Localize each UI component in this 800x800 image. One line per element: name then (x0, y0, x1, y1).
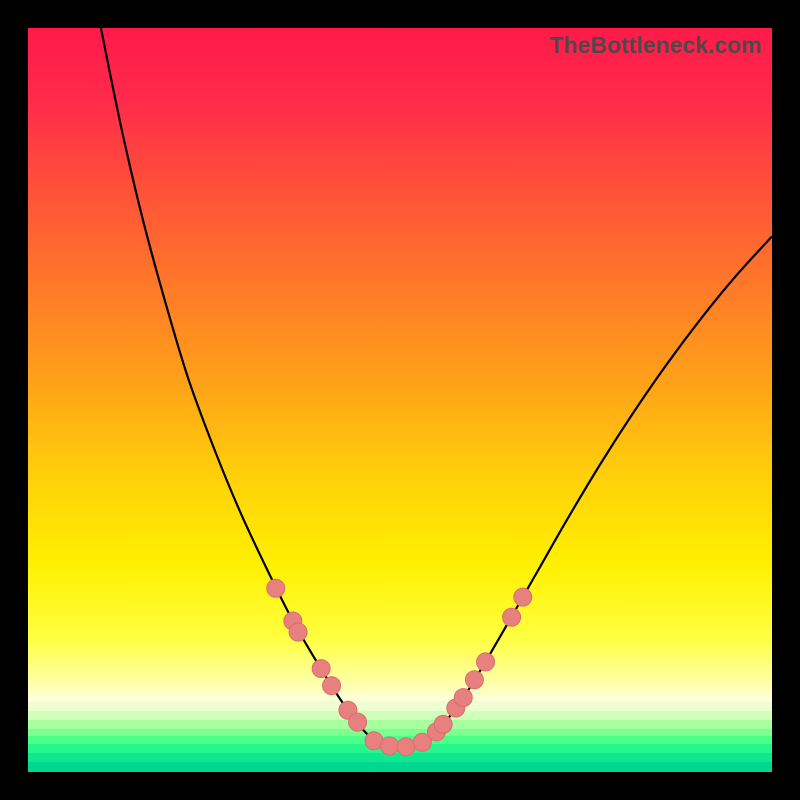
data-marker (312, 660, 330, 678)
curve-layer (28, 28, 772, 772)
data-marker (289, 623, 307, 641)
data-marker (397, 738, 415, 756)
data-marker (514, 588, 532, 606)
data-marker (477, 653, 495, 671)
data-marker (454, 689, 472, 707)
chart-frame: TheBottleneck.com (0, 0, 800, 800)
watermark-text: TheBottleneck.com (550, 32, 762, 59)
plot-area (28, 28, 772, 772)
data-marker (434, 715, 452, 733)
data-marker (465, 671, 483, 689)
data-marker (323, 677, 341, 695)
data-marker (503, 608, 521, 626)
data-marker (267, 579, 285, 597)
bottleneck-curve (101, 28, 772, 747)
data-marker (349, 713, 367, 731)
data-marker (381, 737, 399, 755)
